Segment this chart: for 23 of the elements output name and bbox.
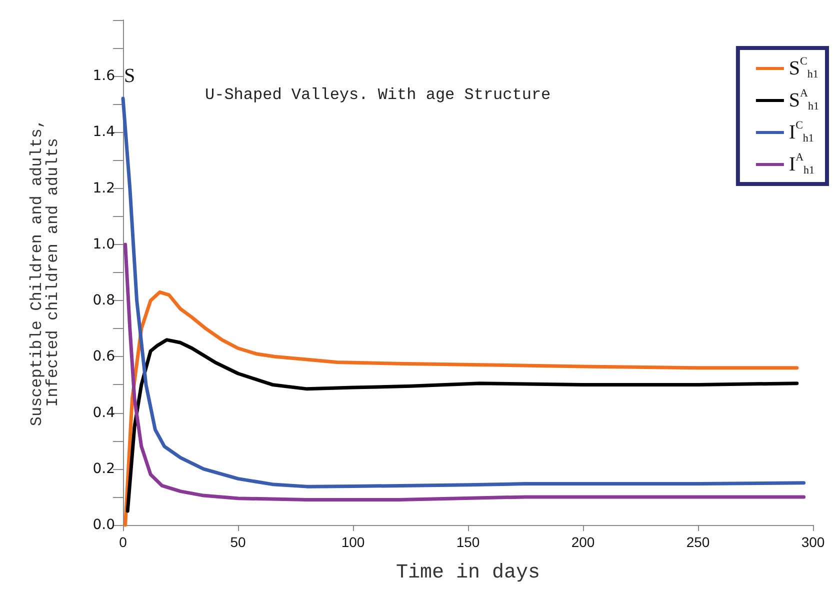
x-tick-label: 250 <box>686 534 710 550</box>
line-series <box>126 338 799 513</box>
y-tick-label: 1.0 <box>92 236 115 252</box>
line-series <box>124 242 806 502</box>
annotation: S <box>124 65 136 87</box>
x-tick-label: 200 <box>571 534 595 550</box>
y-tick-label: 0.4 <box>92 404 116 421</box>
y-tick-label: 1.4 <box>92 124 116 140</box>
x-tick-label: 150 <box>456 534 480 550</box>
line-series <box>124 290 799 527</box>
y-tick-label: 0.8 <box>92 292 115 309</box>
y-tick-label: 0.0 <box>92 517 115 533</box>
y-tick-label: 1.6 <box>92 68 116 84</box>
y-tick-label: 1.2 <box>92 180 115 196</box>
x-tick-label: 0 <box>119 534 128 550</box>
x-tick-label: 300 <box>801 534 825 550</box>
text: U-Shaped Valleys. With age Structure <box>205 86 551 104</box>
y-tick-label: 0.2 <box>92 460 115 477</box>
x-tick-label: 50 <box>230 534 246 550</box>
x-axis-title: Time in days <box>396 562 540 584</box>
y-axis-title: Susceptible Children and adults, Infected children and adults <box>28 118 62 426</box>
x-tick-label: 100 <box>341 534 365 550</box>
y-tick-label: 0.6 <box>92 348 116 365</box>
